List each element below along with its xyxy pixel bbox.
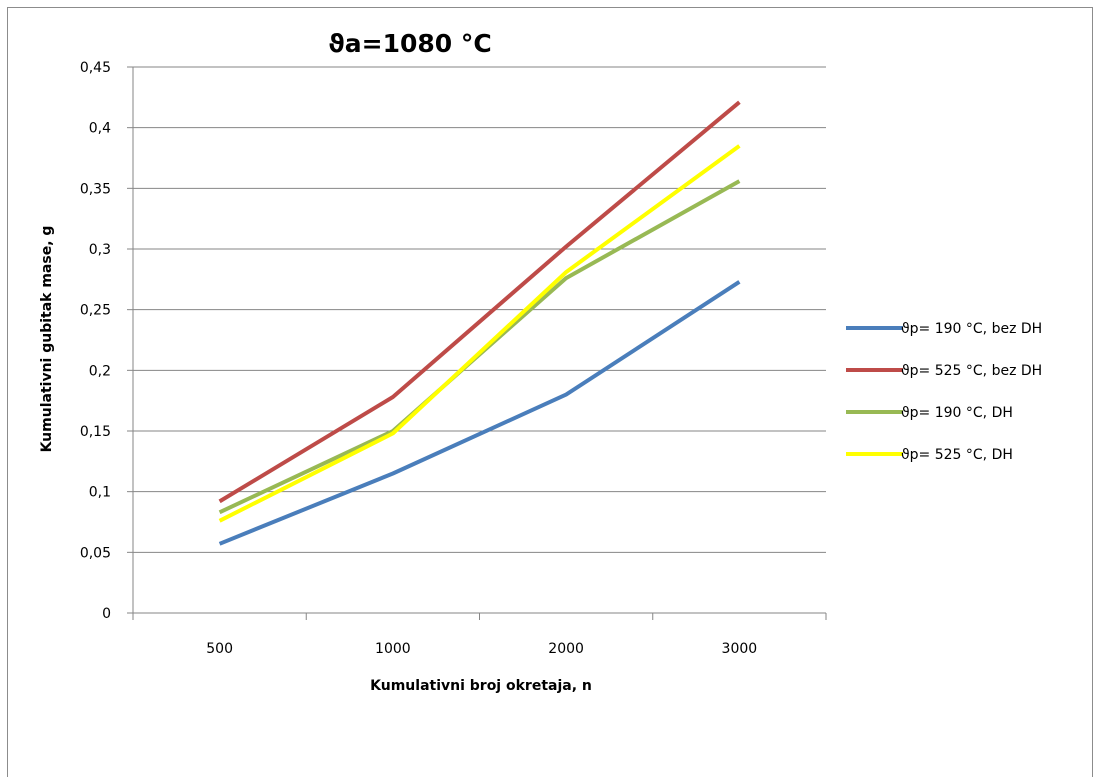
legend-item-3: ϑp= 190 °C, DH — [846, 405, 1013, 421]
x-axis-title: Kumulativni broj okretaja, n — [370, 678, 592, 694]
series-line-2 — [218, 100, 741, 504]
legend-label: ϑp= 190 °C, bez DH — [901, 321, 1042, 337]
y-tick-labels: 0 0,05 0,1 0,15 0,2 0,25 0,3 0,35 0,4 0,45 — [80, 60, 111, 622]
y-axis-title: Kumulativni gubitak mase, g — [39, 226, 55, 453]
y-tick-label: 0,25 — [80, 303, 111, 319]
legend-item-2: ϑp= 525 °C, bez DH — [846, 363, 1042, 379]
y-tick-label: 0,45 — [80, 60, 111, 76]
legend: ϑp= 190 °C, bez DH ϑp= 525 °C, bez DH ϑp= … — [846, 321, 1042, 463]
legend-item-4: ϑp= 525 °C, DH — [846, 447, 1013, 463]
series-line-3 — [218, 179, 741, 515]
chart-frame — [7, 7, 1093, 777]
series-line-1 — [218, 280, 741, 546]
x-tick-labels: 500 1000 2000 3000 — [206, 641, 757, 657]
series-line-4 — [218, 144, 741, 523]
legend-item-1: ϑp= 190 °C, bez DH — [846, 321, 1042, 337]
y-tick-label: 0,1 — [89, 485, 111, 501]
x-tick-label: 3000 — [722, 641, 758, 657]
grid-layer — [133, 66, 826, 553]
legend-label: ϑp= 190 °C, DH — [901, 405, 1013, 421]
y-tick-label: 0,35 — [80, 181, 111, 197]
legend-label: ϑp= 525 °C, DH — [901, 447, 1013, 463]
x-tick-label: 2000 — [548, 641, 584, 657]
y-tick-label: 0,15 — [80, 424, 111, 440]
y-tick-label: 0,3 — [89, 242, 111, 258]
x-tick-label: 1000 — [375, 641, 411, 657]
y-tick-label: 0,05 — [80, 545, 111, 561]
axis-layer — [127, 66, 827, 620]
x-tick-label: 500 — [206, 641, 233, 657]
chart-title: ϑa=1080 °C — [328, 29, 491, 58]
y-tick-label: 0,2 — [89, 363, 111, 379]
y-tick-label: 0,4 — [89, 121, 111, 137]
legend-label: ϑp= 525 °C, bez DH — [901, 363, 1042, 379]
series-layer — [218, 100, 741, 546]
y-tick-label: 0 — [102, 606, 111, 622]
